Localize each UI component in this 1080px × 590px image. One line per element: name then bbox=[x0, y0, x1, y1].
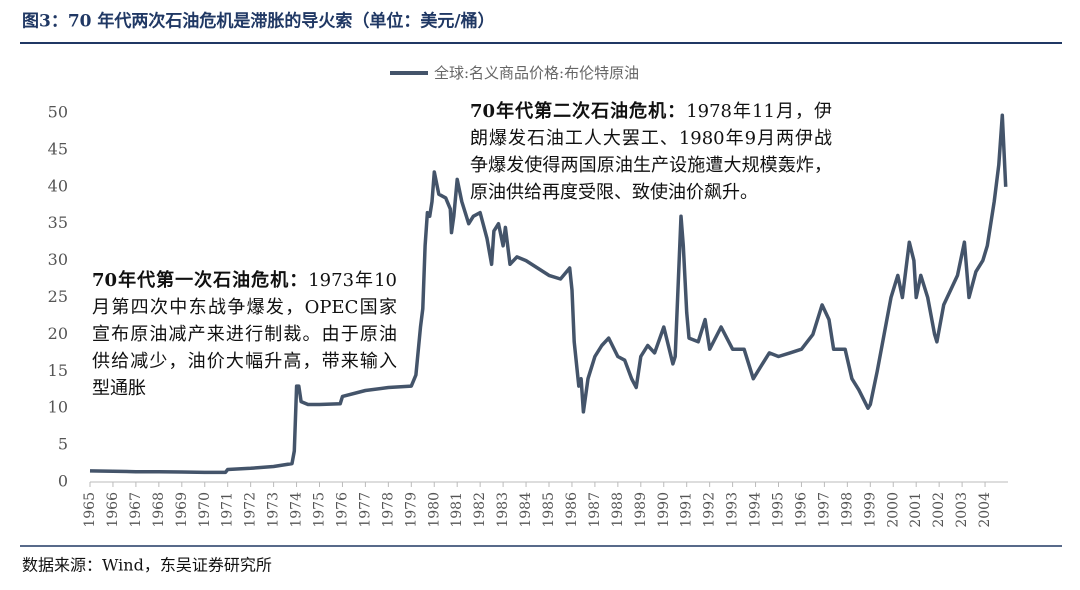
x-tick-label: 1986 bbox=[564, 492, 580, 528]
x-tick-label: 2002 bbox=[931, 492, 947, 528]
x-tick-label: 1983 bbox=[495, 492, 511, 528]
x-tick-label: 1999 bbox=[862, 492, 878, 528]
x-tick-label: 1987 bbox=[587, 492, 603, 528]
x-tick-label: 1991 bbox=[679, 492, 695, 528]
x-tick-label: 1982 bbox=[472, 492, 488, 528]
annotation: 70年代第一次石油危机：1973年10月第四次中东战争爆发，OPEC国家宣布原油… bbox=[92, 267, 397, 402]
y-tick-label: 40 bbox=[48, 176, 68, 195]
x-tick-label: 1965 bbox=[82, 492, 98, 528]
x-tick-label: 1968 bbox=[151, 492, 167, 528]
x-tick-label: 1969 bbox=[174, 492, 190, 528]
y-tick-label: 45 bbox=[48, 139, 68, 158]
y-tick-label: 5 bbox=[58, 435, 68, 454]
price-line bbox=[89, 113, 1008, 475]
y-tick-label: 20 bbox=[48, 324, 68, 343]
y-tick-label: 15 bbox=[48, 361, 68, 380]
x-tick-label: 1977 bbox=[357, 492, 373, 528]
x-tick-label: 1989 bbox=[633, 492, 649, 528]
x-tick-label: 1971 bbox=[220, 492, 236, 528]
x-tick-label: 1973 bbox=[266, 492, 282, 528]
x-tick-label: 2001 bbox=[908, 492, 924, 528]
x-tick-label: 1967 bbox=[128, 492, 144, 528]
y-tick-label: 50 bbox=[48, 103, 68, 122]
annotation: 70年代第二次石油危机：1978年11月，伊朗爆发石油工人大罢工、1980年9月… bbox=[470, 98, 832, 206]
y-tick-label: 35 bbox=[48, 213, 68, 232]
x-tick-label: 1966 bbox=[105, 492, 121, 528]
x-tick-label: 1994 bbox=[748, 492, 764, 528]
x-tick-label: 1972 bbox=[243, 492, 259, 528]
legend-label: 全球:名义商品价格:布伦特原油 bbox=[434, 64, 639, 82]
x-tick-label: 1984 bbox=[518, 492, 534, 528]
x-tick-label: 1993 bbox=[725, 492, 741, 528]
x-tick-label: 1997 bbox=[816, 492, 832, 528]
y-tick-label: 0 bbox=[58, 472, 68, 491]
x-tick-label: 2004 bbox=[977, 492, 993, 528]
x-tick-label: 1981 bbox=[449, 492, 465, 528]
x-tick-label: 2000 bbox=[885, 492, 901, 528]
x-tick-label: 1985 bbox=[541, 492, 557, 528]
x-tick-label: 1990 bbox=[656, 492, 672, 528]
annotation-text: 1973年10月第四次中东战争爆发，OPEC国家宣布原油减产来进行制裁。由于原油… bbox=[92, 270, 397, 399]
y-tick-label: 10 bbox=[48, 398, 68, 417]
x-tick-label: 1978 bbox=[380, 492, 396, 528]
y-tick-label: 30 bbox=[48, 250, 68, 269]
x-tick-label: 1995 bbox=[771, 492, 787, 528]
x-tick-label: 1998 bbox=[839, 492, 855, 528]
x-tick-label: 1970 bbox=[197, 492, 213, 528]
annotation-text: 1978年11月，伊朗爆发石油工人大罢工、1980年9月两伊战争爆发使得两国原油… bbox=[470, 101, 832, 203]
annotation-lead: 70年代第二次石油危机： bbox=[470, 101, 687, 122]
x-tick-label: 1974 bbox=[289, 492, 305, 528]
x-tick-label: 1996 bbox=[793, 492, 809, 528]
x-tick-label: 1992 bbox=[702, 492, 718, 528]
source: 数据来源：Wind，东吴证券研究所 bbox=[22, 556, 272, 575]
x-tick-label: 1975 bbox=[312, 492, 328, 528]
chart-title: 图3：70 年代两次石油危机是滞胀的导火索（单位：美元/桶） bbox=[22, 11, 495, 32]
annotation-lead: 70年代第一次石油危机： bbox=[92, 270, 309, 291]
x-tick-label: 1988 bbox=[610, 492, 626, 528]
y-tick-label: 25 bbox=[48, 287, 68, 306]
x-tick-label: 1980 bbox=[426, 492, 442, 528]
x-tick-label: 1979 bbox=[403, 492, 419, 528]
x-tick-label: 1976 bbox=[334, 492, 350, 528]
x-tick-label: 2003 bbox=[954, 492, 970, 528]
